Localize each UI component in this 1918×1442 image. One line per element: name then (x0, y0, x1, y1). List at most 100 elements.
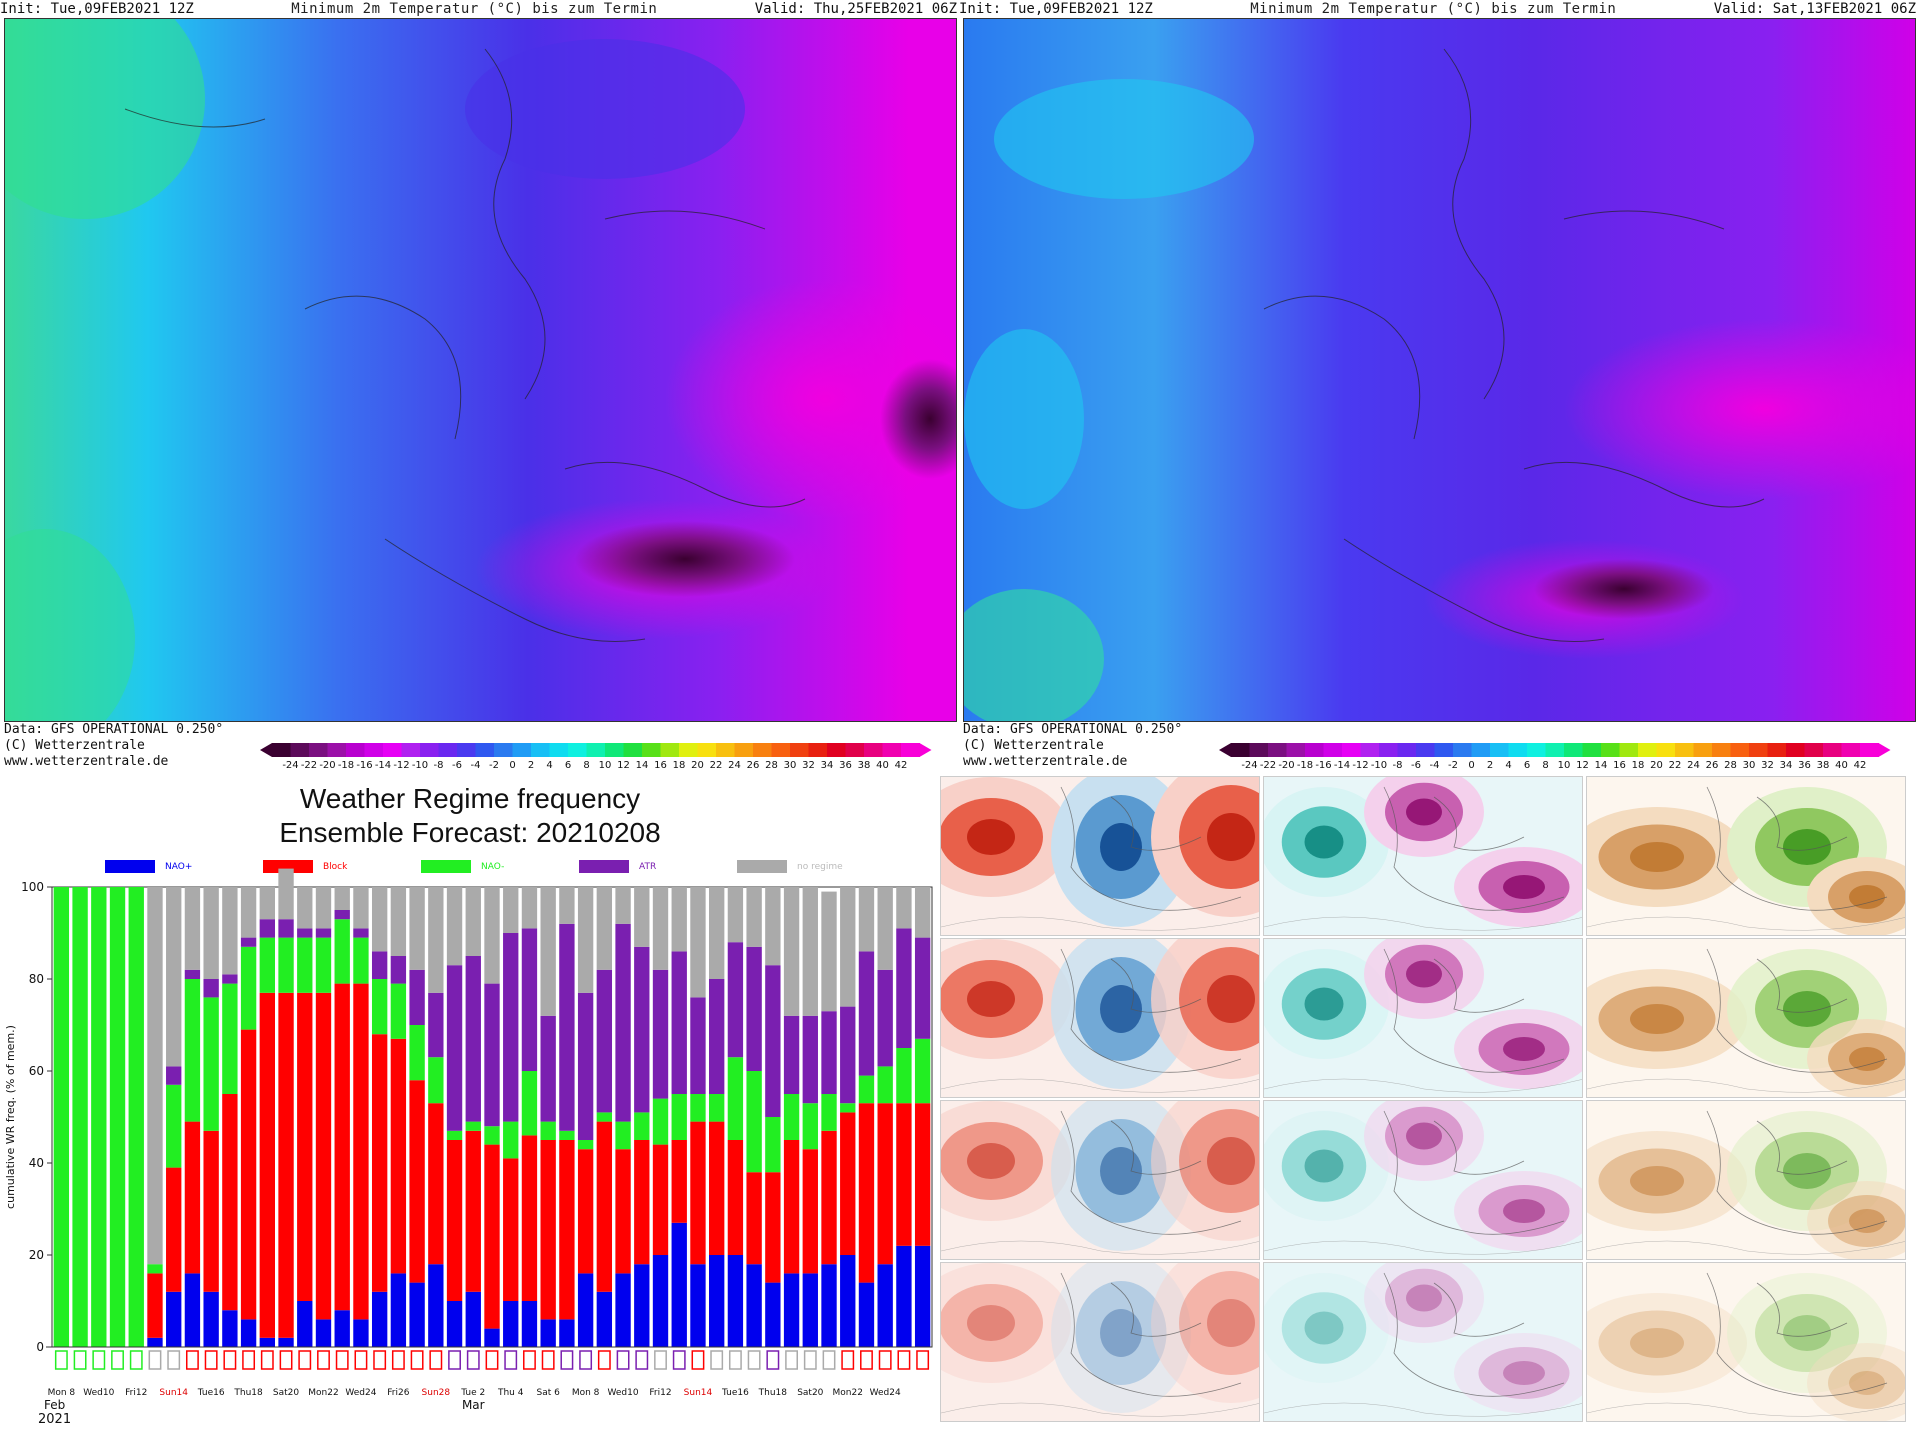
bar-segment-block (596, 1121, 613, 1292)
regime-marker (803, 1350, 817, 1370)
bar-segment-no-regime (783, 887, 800, 1016)
regime-marker (485, 1350, 499, 1370)
colorbar-tick: -2 (489, 760, 499, 771)
colorbar-arrow-low (260, 743, 272, 757)
y-tick-label: 40 (29, 1156, 44, 1170)
bar-segment-block (409, 1080, 425, 1283)
bar-segment-no-regime (428, 887, 444, 993)
colorbar-tick: -24 (1241, 760, 1257, 771)
bar-segment-nao- (222, 1310, 238, 1347)
bar-segment-no-regime (877, 887, 893, 970)
colorbar-swatch (1323, 743, 1343, 757)
bar-segment-no-regime (147, 887, 163, 1265)
y-tick-label: 0 (36, 1340, 44, 1354)
anomaly-map (940, 1262, 1260, 1422)
colorbar-swatch (586, 743, 606, 757)
bar-segment-nao- (840, 1255, 856, 1347)
x-tick-label: Thu18 (758, 1388, 788, 1398)
bar-segment-nao- (503, 1301, 519, 1347)
regime-marker (579, 1350, 593, 1370)
colorbar-swatch (290, 743, 310, 757)
regime-marker (560, 1350, 574, 1370)
bar-segment-atr (840, 1006, 856, 1104)
regime-marker (541, 1350, 555, 1370)
bar-segment-nao- (596, 1291, 613, 1347)
bar-segment-no-regime (222, 887, 238, 975)
colorbar-tick: 4 (1505, 760, 1511, 771)
colorbar-swatch (1656, 743, 1676, 757)
colorbar-tick: -4 (471, 760, 481, 771)
colorbar-tick: -16 (1315, 760, 1331, 771)
colorbar-tick: 34 (821, 760, 834, 771)
colorbar-tick: 18 (1632, 760, 1645, 771)
colorbar-tick: -16 (356, 760, 372, 771)
bar-segment-nao- (521, 1071, 538, 1136)
init-label: Init: Tue,09FEB2021 12Z (0, 0, 194, 17)
legend-swatch (579, 860, 629, 873)
regime-marker (335, 1350, 349, 1370)
colorbar-swatch (1786, 743, 1805, 757)
bar-segment-nao- (634, 1264, 650, 1347)
bar-segment-block (166, 1167, 182, 1292)
bar-segment-nao- (559, 1319, 575, 1347)
map-footer: Data: GFS OPERATIONAL 0.250° (C) Wetterz… (0, 722, 957, 772)
colorbar-swatch (864, 743, 883, 757)
bar-segment-nao- (484, 1126, 500, 1145)
regime-marker (466, 1350, 480, 1370)
regime-marker (373, 1350, 387, 1370)
colorbar-swatch (1767, 743, 1787, 757)
colorbar-tick: -20 (319, 760, 335, 771)
colorbar-swatch (1823, 743, 1842, 757)
bar-segment-nao- (709, 1094, 725, 1122)
source-url: www.wetterzentrale.de (4, 754, 169, 769)
bar-segment-block (577, 1149, 594, 1274)
regime-marker (747, 1350, 761, 1370)
bar-segment-nao- (877, 1066, 893, 1104)
colorbar-swatch (1564, 743, 1583, 757)
colorbar-swatch (642, 743, 661, 757)
x-tick-label: Mon22 (833, 1388, 863, 1398)
x-tick-label: Sun14 (684, 1388, 713, 1398)
bar-segment-nao- (914, 1245, 931, 1347)
colorbar: -24 -22 -20 -18 -16 -14 -12 -10 -8 -6 -4 -2 0 2 4 6 8 10 1… (260, 743, 932, 771)
anomaly-map (1263, 776, 1583, 936)
colorbar-tick: 16 (654, 760, 667, 771)
colorbar-tick: 2 (528, 760, 534, 771)
bar-segment-nao- (259, 1337, 275, 1347)
bar-segment-nao- (222, 983, 238, 1094)
x-tick-label: Tue 2 (460, 1388, 485, 1398)
x-tick-label: Sat20 (273, 1388, 299, 1398)
bar-segment-atr (671, 951, 687, 1094)
bar-segment-no-regime (615, 887, 631, 924)
colorbar-tick: 6 (565, 760, 571, 771)
bar-segment-atr (709, 979, 725, 1094)
colorbar-swatch (1638, 743, 1657, 757)
bar-segment-nao- (184, 979, 201, 1122)
colorbar-swatch (401, 743, 421, 757)
x-tick-label: Thu18 (233, 1388, 263, 1398)
bar-segment-nao- (446, 1130, 463, 1140)
legend-item: NAO- (421, 860, 504, 873)
colorbar-tick: -4 (1430, 760, 1440, 771)
bar-segment-atr (540, 1015, 556, 1122)
bar-segment-no-regime (709, 887, 725, 979)
colorbar-swatch (549, 743, 569, 757)
colorbar-swatch (1841, 743, 1861, 757)
bar-segment-block (746, 1172, 762, 1265)
bar-segment-nao- (390, 983, 407, 1039)
colorbar-tick: 42 (1854, 760, 1867, 771)
x-tick-label: Tue16 (197, 1388, 225, 1398)
colorbar-swatch (364, 743, 384, 757)
colorbar-tick: -22 (1260, 760, 1276, 771)
bar-segment-block (484, 1144, 500, 1329)
colorbar-swatch (623, 743, 643, 757)
bar-segment-nao- (577, 1140, 594, 1150)
regime-marker (354, 1350, 368, 1370)
bar-segment-nao- (278, 1337, 294, 1347)
colorbar-swatch (1712, 743, 1731, 757)
bar-segment-block (783, 1140, 800, 1274)
map-title: Minimum 2m Temperatur (°C) bis zum Termi… (291, 0, 658, 17)
regime-marker (448, 1350, 461, 1370)
x-tick-label: Thu 4 (497, 1388, 524, 1398)
bar-segment-atr (615, 923, 631, 1122)
